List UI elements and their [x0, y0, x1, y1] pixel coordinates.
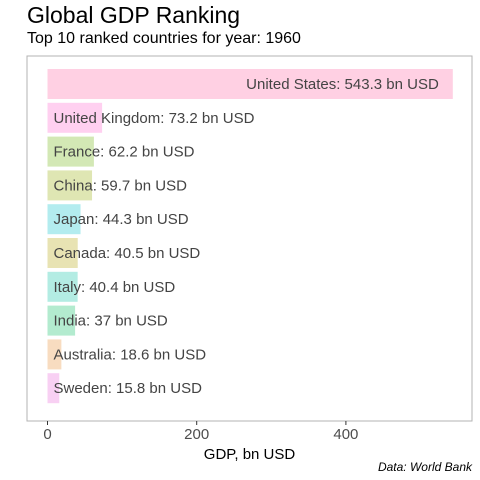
bar-sweden	[47, 373, 60, 404]
bar-france	[47, 136, 94, 167]
bar-label-france: France: 62.2 bn USD	[54, 144, 195, 161]
x-tick-label-200: 200	[184, 426, 209, 443]
bar-label-canada: Canada: 40.5 bn USD	[54, 245, 201, 262]
bar-label-india: India: 37 bn USD	[54, 313, 168, 330]
bar-australia	[47, 339, 62, 370]
bars-layer	[47, 69, 453, 404]
bar-united-states	[47, 69, 453, 99]
bar-japan	[47, 204, 81, 235]
bar-india	[47, 305, 76, 336]
bar-united-kingdom	[47, 102, 103, 133]
bar-label-australia: Australia: 18.6 bn USD	[54, 346, 207, 363]
labels-layer: United States: 543.3 bn USD United Kingdo…	[54, 76, 439, 397]
bar-label-italy: Italy: 40.4 bn USD	[54, 279, 176, 296]
bar-italy	[47, 271, 78, 302]
x-tick-label-0: 0	[43, 426, 51, 443]
chart-caption: Data: World Bank	[377, 460, 472, 474]
bar-label-united-kingdom: United Kingdom: 73.2 bn USD	[54, 110, 255, 127]
chart-subtitle: Top 10 ranked countries for year: 1960	[27, 30, 301, 47]
bar-label-china: China: 59.7 bn USD	[54, 177, 188, 194]
x-tick-label-400: 400	[333, 426, 358, 443]
bar-canada	[47, 238, 78, 268]
bar-label-sweden: Sweden: 15.8 bn USD	[54, 380, 203, 397]
bar-china	[47, 170, 93, 201]
bar-label-united-states: United States: 543.3 bn USD	[246, 76, 439, 93]
x-axis-title: GDP, bn USD	[204, 446, 296, 463]
bar-label-japan: Japan: 44.3 bn USD	[54, 211, 189, 228]
chart-title: Global GDP Ranking	[27, 2, 241, 28]
x-axis: 0 200 400	[43, 421, 358, 443]
